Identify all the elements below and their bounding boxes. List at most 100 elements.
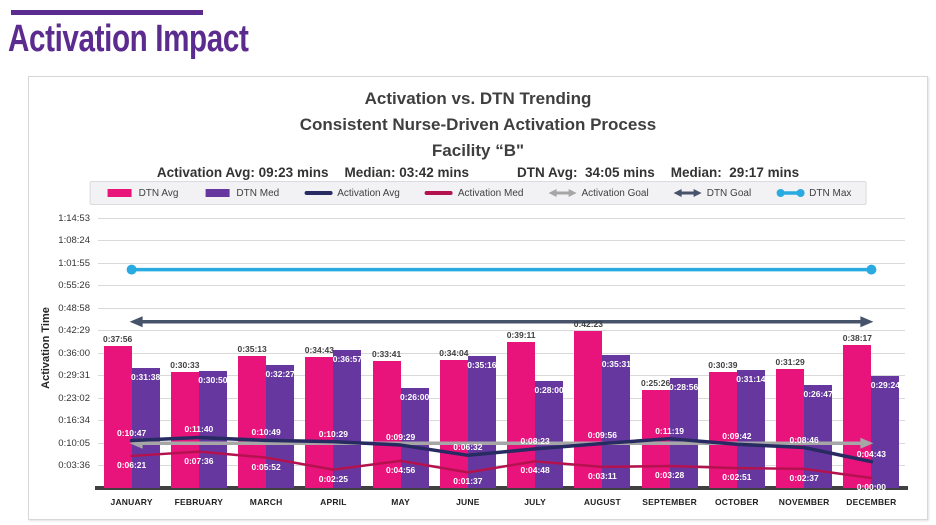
- label-activation-med: 0:03:28: [654, 469, 685, 480]
- month-label: JULY: [524, 497, 546, 507]
- label-activation-med: 0:03:11: [587, 470, 617, 481]
- label-activation-avg: 0:04:43: [856, 448, 887, 459]
- series-lines-svg: [126, 264, 877, 480]
- bar-dtn-avg: [843, 345, 872, 488]
- label-activation-med: 0:07:36: [184, 455, 214, 466]
- label-dtn-avg: 0:31:29: [775, 356, 805, 367]
- label-dtn-avg: 0:25:26: [640, 377, 671, 388]
- legend-item-dtn-med: DTN Med: [202, 187, 279, 199]
- label-activation-med: 0:02:51: [722, 472, 752, 483]
- y-tick-label: 0:55:26: [58, 280, 90, 292]
- label-dtn-med: 0:35:16: [467, 359, 497, 370]
- stats-row: Activation Avg: 09:23 mins Median: 03:42…: [29, 165, 927, 180]
- label-dtn-med: 0:28:00: [534, 384, 564, 395]
- legend-swatch-line: [304, 191, 333, 195]
- gridline: [98, 398, 905, 399]
- legend-item-activation-goal: Activation Goal: [547, 187, 649, 199]
- y-tick-label: 0:10:05: [58, 437, 90, 449]
- label-dtn-med: 0:32:27: [265, 369, 295, 380]
- y-tick-label: 0:03:36: [58, 460, 90, 472]
- label-activation-med: 0:04:48: [520, 465, 550, 476]
- legend-swatch-double-arrow: [548, 189, 577, 197]
- chart-card: Activation vs. DTN Trending Consistent N…: [28, 76, 928, 520]
- stat-activation-avg: Activation Avg: 09:23 mins: [156, 165, 329, 180]
- month-label: DECEMBER: [846, 497, 897, 507]
- month-label: FEBRUARY: [174, 497, 224, 507]
- legend-item-dtn-goal: DTN Goal: [673, 187, 751, 199]
- label-dtn-avg: 0:35:13: [237, 343, 267, 354]
- label-dtn-med: 0:28:56: [668, 381, 699, 392]
- bar-dtn-med: [669, 377, 698, 488]
- legend-swatch-dot-line: [776, 189, 805, 197]
- legend-swatch-line: [424, 191, 453, 195]
- y-tick-label: 0:42:29: [58, 325, 90, 337]
- y-tick-label: 1:01:55: [58, 257, 90, 269]
- y-tick-label: 0:36:00: [58, 347, 90, 359]
- label-activation-med: 0:00:00: [856, 481, 887, 492]
- month-label: OCTOBER: [715, 497, 759, 507]
- stat-dtn-median: Median: 29:17 mins: [670, 165, 800, 180]
- chart-title-line-1: Activation vs. DTN Trending: [364, 89, 592, 108]
- label-activation-avg: 0:08:46: [789, 434, 819, 445]
- label-dtn-avg: 0:42:23: [573, 318, 604, 329]
- bar-dtn-med: [266, 365, 295, 488]
- label-activation-avg: 0:11:19: [655, 425, 685, 436]
- gridline: [98, 352, 905, 354]
- legend-swatch-bar: [205, 189, 230, 197]
- gridline: [98, 240, 905, 242]
- bar-dtn-med: [535, 380, 564, 488]
- gridline: [98, 262, 905, 264]
- x-axis-baseline: [95, 486, 908, 490]
- label-dtn-avg: 0:38:17: [842, 333, 873, 344]
- month-label: JANUARY: [110, 497, 153, 507]
- label-dtn-med: 0:31:38: [130, 372, 161, 383]
- legend-label: DTN Avg: [138, 187, 179, 199]
- bar-dtn-avg: [372, 361, 401, 488]
- chart-legend: DTN Avg DTN Med Activation Avg Activation M…: [89, 181, 867, 205]
- label-dtn-med: 0:26:47: [803, 388, 833, 399]
- plot-area: Activation Time 1:14:53 1:08:24 1:01:55 0:5…: [40, 211, 908, 507]
- label-activation-avg: 0:10:49: [251, 427, 281, 438]
- month-label: MAY: [391, 497, 410, 507]
- y-tick-label: 1:08:24: [58, 235, 90, 247]
- legend-item-dtn-avg: DTN Avg: [105, 187, 179, 199]
- month-label: JUNE: [456, 497, 480, 507]
- label-dtn-avg: 0:37:56: [102, 334, 133, 345]
- stat-dtn-avg: DTN Avg: 34:05 mins: [517, 165, 655, 180]
- gridline: [98, 217, 905, 219]
- legend-swatch-bar: [107, 189, 132, 197]
- y-tick-label: 0:48:58: [58, 302, 90, 314]
- month-label: APRIL: [320, 497, 347, 507]
- label-dtn-med: 0:29:24: [870, 379, 901, 390]
- legend-item-activation-med: Activation Med: [424, 187, 523, 199]
- label-dtn-avg: 0:39:11: [506, 329, 536, 340]
- bar-dtn-avg: [238, 355, 267, 488]
- label-dtn-avg: 0:30:39: [708, 359, 738, 370]
- bar-dtn-avg: [439, 359, 468, 488]
- month-label: MARCH: [249, 497, 283, 507]
- y-tick-label: 0:16:34: [58, 415, 90, 427]
- gridline: [98, 375, 905, 377]
- label-activation-med: 0:01:37: [453, 476, 483, 487]
- legend-label: Activation Goal: [581, 187, 649, 199]
- legend-label: DTN Med: [236, 187, 280, 199]
- bar-dtn-avg: [103, 346, 132, 488]
- label-dtn-avg: 0:34:43: [304, 345, 335, 356]
- gridline: [98, 330, 905, 332]
- label-activation-avg: 0:09:42: [722, 431, 752, 442]
- label-activation-avg: 0:06:32: [453, 442, 483, 453]
- bar-dtn-med: [131, 368, 160, 488]
- label-activation-avg: 0:10:47: [116, 427, 147, 438]
- label-activation-avg: 0:10:29: [318, 428, 349, 439]
- label-activation-avg: 0:09:29: [385, 432, 416, 443]
- gridline: [98, 307, 905, 309]
- bar-dtn-avg: [574, 330, 603, 488]
- gridline: [98, 420, 905, 422]
- gridline: [98, 285, 905, 287]
- bar-dtn-med: [333, 349, 362, 488]
- label-activation-med: 0:05:52: [251, 461, 281, 472]
- month-label: AUGUST: [583, 497, 621, 507]
- bar-dtn-med: [871, 375, 900, 488]
- label-activation-avg: 0:08:23: [520, 435, 550, 446]
